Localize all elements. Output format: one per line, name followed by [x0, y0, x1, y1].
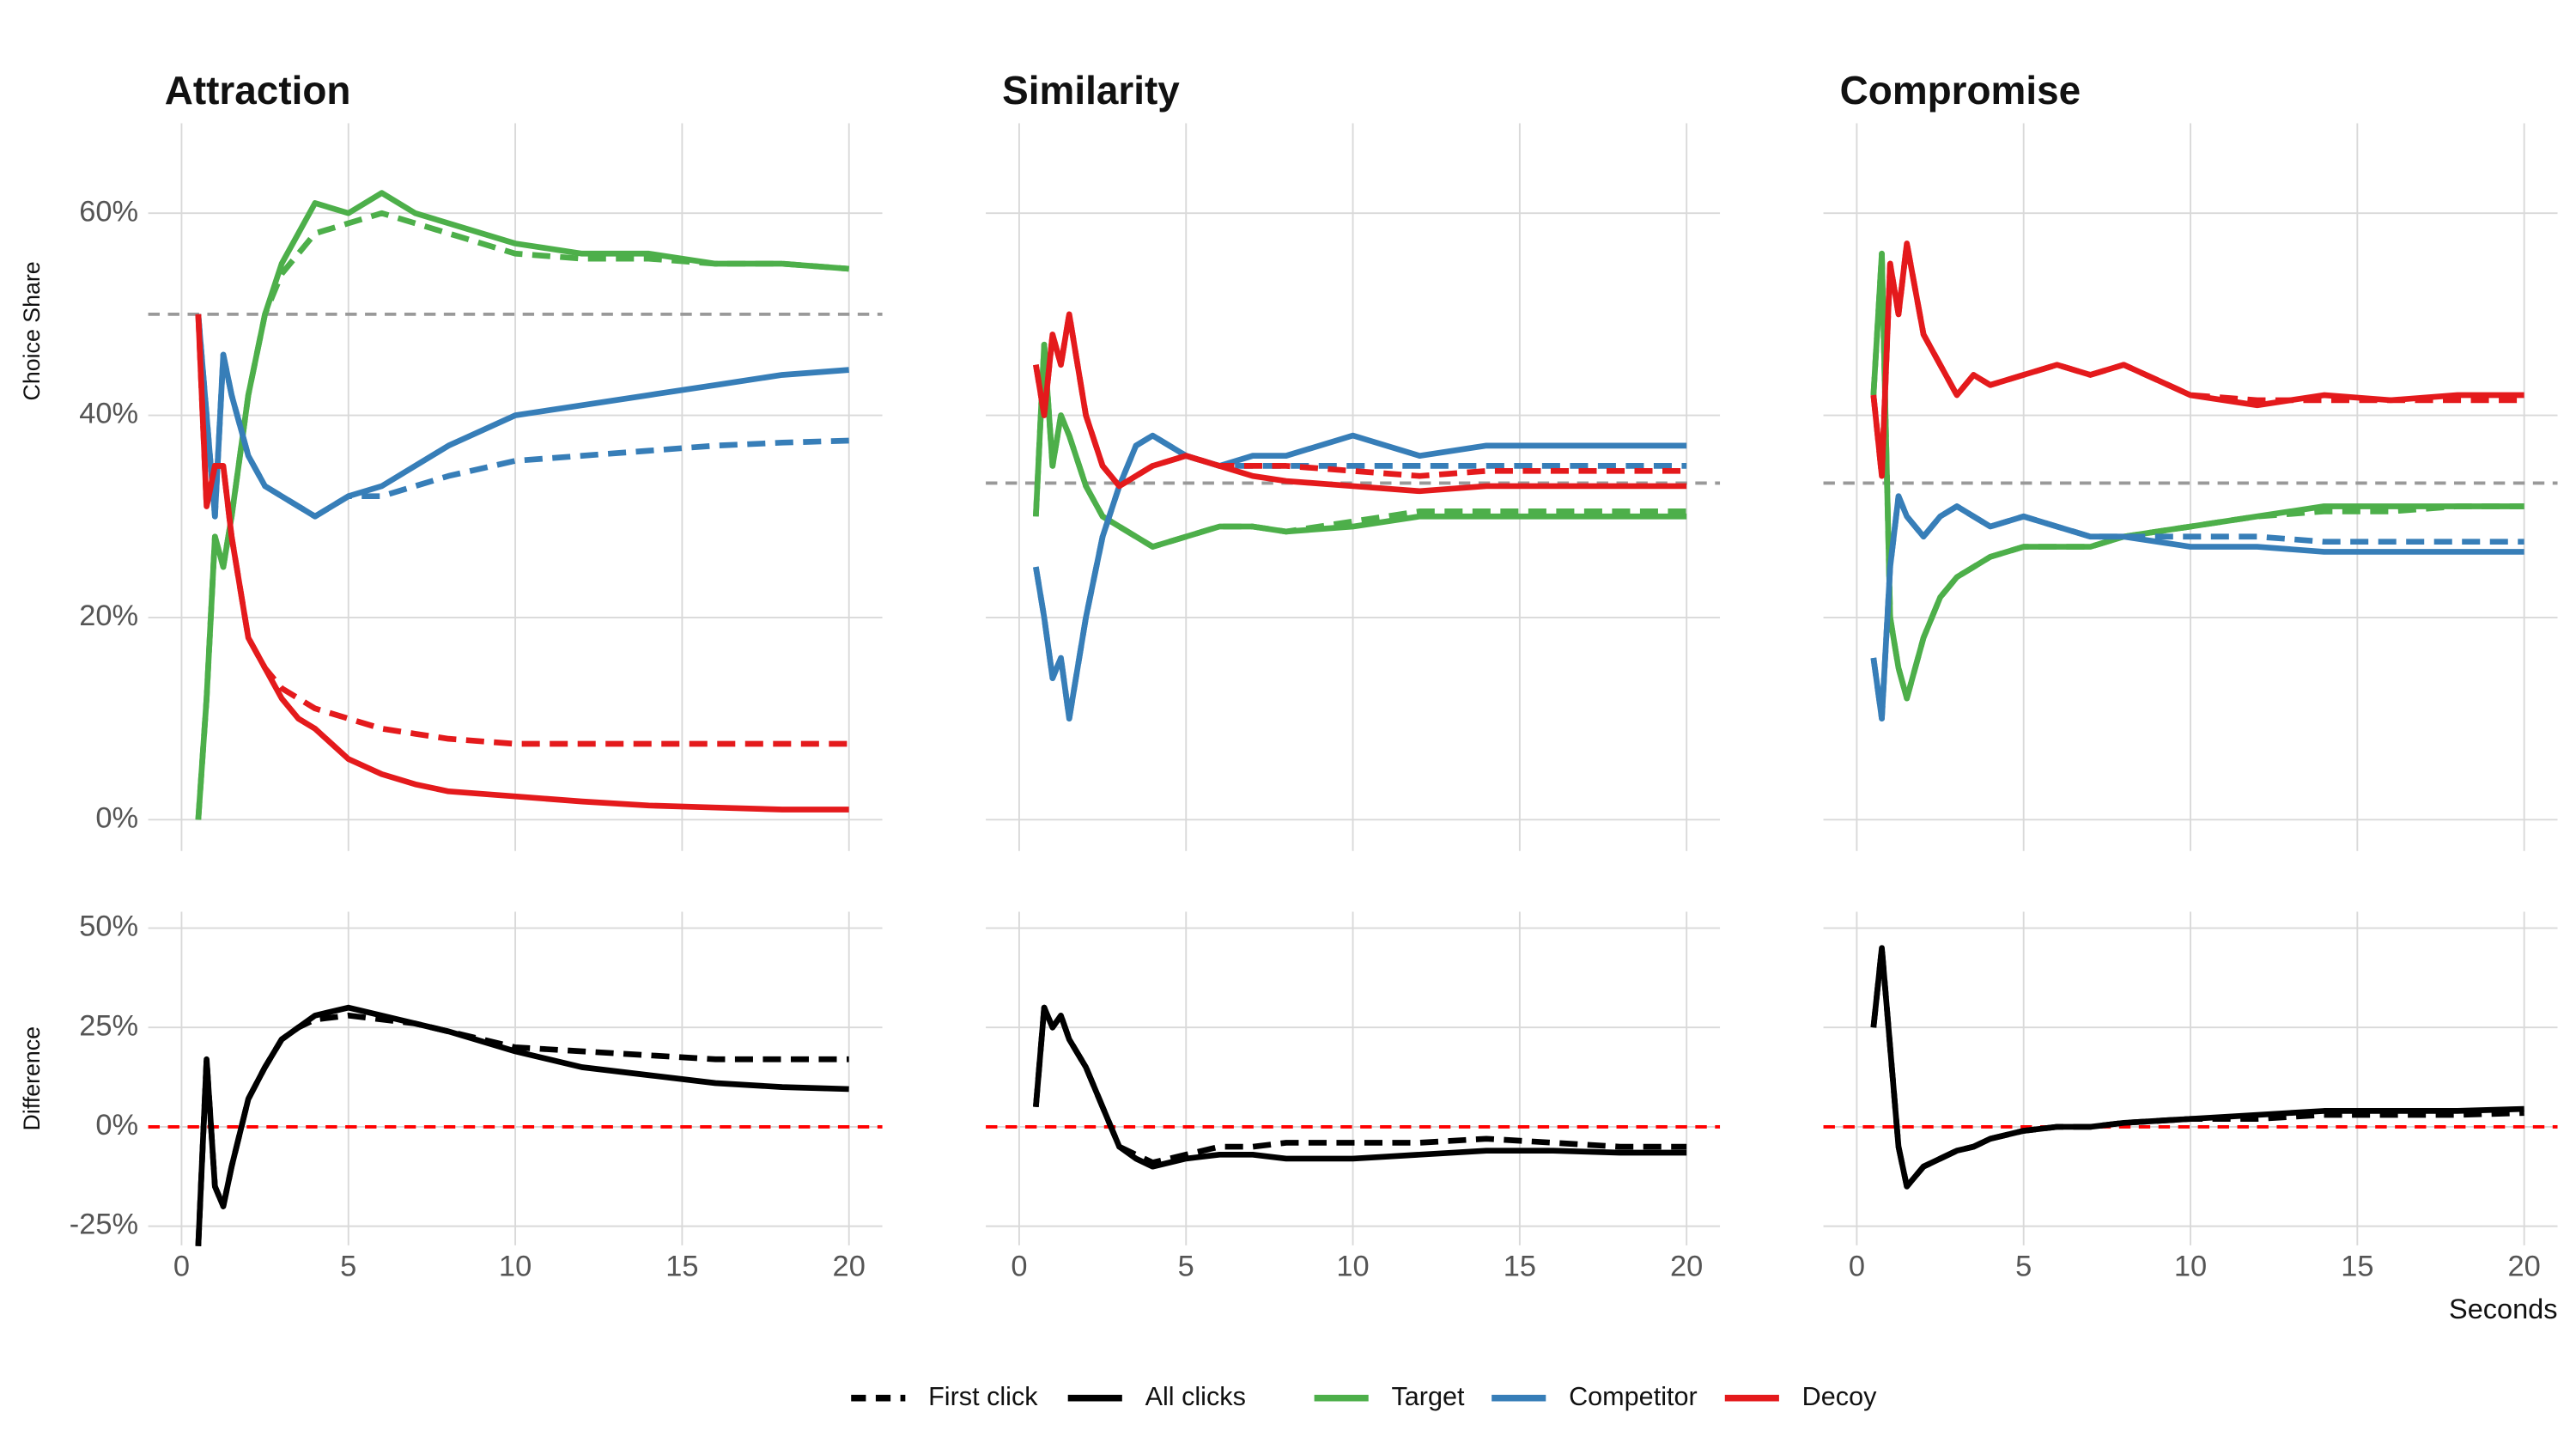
x-tick-label: 20	[1670, 1251, 1703, 1283]
series-line	[1870, 945, 2524, 1190]
x-tick-label: 10	[499, 1251, 532, 1283]
y-tick-label: 40%	[79, 398, 138, 430]
y-tick-label: -25%	[70, 1209, 138, 1241]
x-tick-label: 0	[173, 1251, 190, 1283]
x-tick-label: 0	[1849, 1251, 1865, 1283]
x-tick-label: 5	[340, 1251, 356, 1283]
y-tick-label: 25%	[79, 1009, 138, 1042]
x-tick-label: 15	[1504, 1251, 1536, 1283]
series-line	[1870, 240, 2524, 479]
series-line	[1870, 493, 2524, 721]
x-tick-label: 10	[2174, 1251, 2207, 1283]
legend-label: All clicks	[1145, 1382, 1246, 1411]
series-line	[195, 314, 849, 813]
series-line	[1033, 311, 1687, 490]
x-tick-label: 5	[1178, 1251, 1194, 1283]
legend-label: Decoy	[1802, 1382, 1877, 1411]
series-line	[1033, 341, 1687, 550]
y-tick-label: 50%	[79, 910, 138, 943]
x-tick-label: 20	[2508, 1251, 2541, 1283]
series-line	[195, 1012, 849, 1246]
x-tick-label: 10	[1336, 1251, 1369, 1283]
y-axis-label: Difference	[19, 1026, 45, 1131]
y-tick-label: 60%	[79, 195, 138, 228]
y-tick-label: 0%	[95, 1109, 138, 1142]
y-tick-label: 20%	[79, 600, 138, 632]
series-line	[195, 314, 849, 747]
series-line	[1870, 493, 2524, 721]
series-line	[1870, 240, 2524, 479]
panel-title: Similarity	[1002, 68, 1180, 113]
series-line	[1033, 432, 1687, 721]
panel-title: Compromise	[1840, 68, 2081, 113]
x-axis-label: Seconds	[2449, 1294, 2557, 1324]
series-line	[1033, 1004, 1687, 1166]
x-tick-label: 15	[665, 1251, 698, 1283]
y-axis-label: Choice Share	[19, 261, 45, 400]
x-tick-label: 0	[1011, 1251, 1027, 1283]
y-tick-label: 0%	[95, 801, 138, 834]
series-line	[195, 314, 849, 520]
legend-label: Competitor	[1569, 1382, 1698, 1411]
series-line	[195, 210, 849, 820]
series-line	[1870, 250, 2524, 702]
x-tick-label: 15	[2341, 1251, 2373, 1283]
panel-title: Attraction	[165, 68, 351, 113]
series-line	[1870, 945, 2524, 1190]
x-tick-label: 20	[833, 1251, 866, 1283]
legend-label: First click	[928, 1382, 1038, 1411]
legend-label: Target	[1392, 1382, 1466, 1411]
series-line	[1870, 250, 2524, 702]
x-tick-label: 5	[2015, 1251, 2032, 1283]
